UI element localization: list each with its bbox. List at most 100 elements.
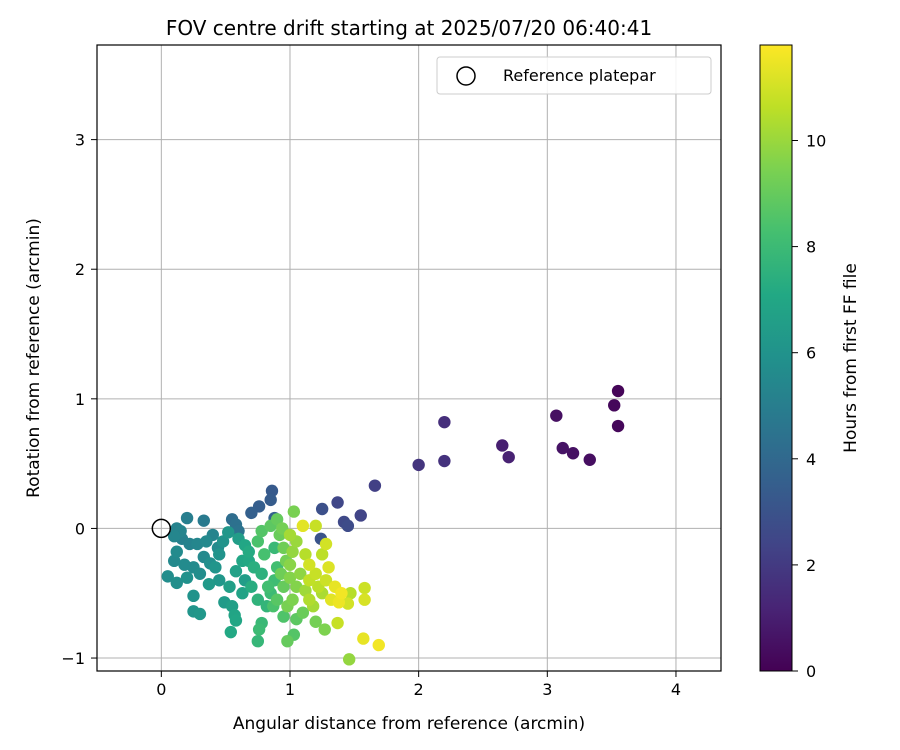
scatter-point [242,545,256,558]
x-tick-label: 2 [414,680,424,699]
scatter-point [358,593,371,606]
scatter-point [236,587,249,600]
scatter-point [502,450,515,464]
scatter-point [309,615,322,628]
scatter-point [265,484,279,498]
colorbar-ticks: 0 2 4 6 8 10 [792,131,826,681]
scatter-point [438,415,451,429]
scatter-point [268,541,281,555]
scatter-point [583,453,596,466]
scatter-point [318,623,331,636]
colorbar-tick-label: 4 [806,450,816,469]
legend-box [436,56,712,95]
scatter-point [286,593,299,606]
y-tick-label: 0 [75,519,85,538]
scatter-point [372,638,385,652]
scatter-point [209,561,222,574]
x-axis-label: Angular distance from reference (arcmin) [233,714,585,734]
x-tick-label: 3 [542,680,552,699]
scatter-point [193,607,207,621]
scatter-point [277,580,290,593]
scatter-point [358,581,371,595]
scatter-point [216,535,230,548]
colorbar-tick-label: 8 [806,238,816,257]
chart-title: FOV centre drift starting at 2025/07/20 … [166,16,652,40]
scatter-point [331,496,344,509]
legend-marker-icon [456,66,476,86]
scatter-point [283,571,297,584]
x-tick-label: 0 [156,680,166,699]
scatter-point [261,580,275,593]
scatter-point [187,589,200,603]
scatter-point [193,567,207,580]
scatter-point [319,537,333,551]
scatter-point [438,454,451,468]
scatter-point [309,519,322,533]
legend-label: Reference platepar [503,66,656,85]
scatter-point [255,524,268,538]
scatter-point [556,441,569,455]
scatter-point [255,567,268,580]
scatter-point [299,548,312,561]
colorbar-gradient [759,44,793,672]
scatter-point [281,634,294,648]
scatter-point [611,419,625,433]
scatter-point [200,535,213,548]
colorbar-label: Hours from first FF file [841,263,861,453]
scatter-point [315,548,329,561]
scatter-point [342,653,356,666]
scatter-point [229,565,243,578]
scatter-point [258,548,271,561]
scatter-point [202,577,216,591]
y-axis-ticks: −1 0 1 2 3 [61,131,97,668]
scatter-point [167,530,181,543]
scatter-point [335,587,348,600]
grid-lines [97,45,721,671]
colorbar-tick-label: 6 [806,344,816,363]
scatter-point [296,606,310,619]
scatter-point [412,458,425,472]
scatter-point [294,567,307,580]
scatter-point [303,593,316,606]
y-axis-label: Rotation from reference (arcmin) [24,218,44,498]
scatter-point [354,509,367,522]
colorbar-tick-label: 10 [806,131,826,150]
colorbar-tick-label: 2 [806,556,816,575]
scatter-point [303,558,316,571]
scatter-point [331,616,344,630]
scatter-point [264,493,277,507]
scatter-point [222,526,235,539]
colorbar-tick-label: 0 [806,662,816,681]
scatter-point [319,574,333,587]
scatter-point [270,513,284,526]
legend: Reference platepar [436,56,712,95]
scatter-point [251,535,265,548]
scatter-point [283,528,297,542]
scatter-point [287,505,301,518]
scatter-points [161,384,625,666]
scatter-point [252,623,266,636]
scatter-point [296,519,310,533]
scatter-point [223,580,236,593]
scatter-point [229,614,243,627]
scatter-point [357,632,370,645]
scatter-point [178,558,191,571]
scatter-point [161,570,174,583]
x-tick-label: 1 [285,680,295,699]
scatter-point [245,506,258,520]
y-tick-label: −1 [61,649,85,668]
scatter-point [496,439,509,452]
scatter-point [180,571,194,584]
scatter-point [213,574,226,587]
scatter-point [251,593,265,606]
scatter-point [283,558,297,571]
scatter-point [566,447,580,460]
scatter-point [213,548,226,561]
scatter-point [224,625,238,639]
y-tick-label: 1 [75,390,85,409]
scatter-point [286,545,299,558]
scatter-point [322,561,335,574]
scatter-point [270,593,284,606]
y-tick-label: 3 [75,131,85,150]
